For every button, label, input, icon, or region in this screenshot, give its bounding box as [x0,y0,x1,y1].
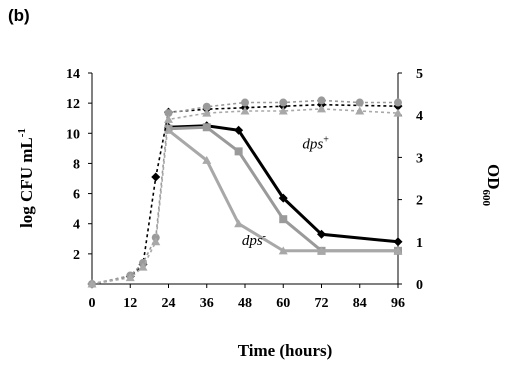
y-axis-left-label-sup: -1 [16,128,28,137]
data-point-triangle [234,219,244,228]
y-right-tick-label: 2 [416,194,423,209]
x-tick-label: 36 [200,296,214,311]
series-line [168,124,399,244]
y-left-tick-label: 8 [73,157,80,172]
data-point-diamond [151,172,161,182]
annotation-dps-minus-text: dps [242,233,263,249]
y-right-tick-label: 5 [416,67,423,82]
y-left-tick-label: 10 [66,127,80,142]
series-line [167,129,398,253]
series-layer [87,96,403,289]
y-left-tick-label: 14 [66,67,80,82]
x-tick-label: 12 [123,296,137,311]
annotation-dps-minus-sup: - [263,231,266,242]
x-tick-label: 84 [353,296,367,311]
data-point-circle [202,102,211,111]
y-right-tick-label: 4 [416,109,423,124]
data-point-square [234,147,243,156]
y-axis-left-label-main: log CFU mL [17,137,36,228]
data-point-triangle [164,114,173,123]
data-point-triangle [393,246,403,255]
data-point-triangle [202,108,212,117]
data-point-triangle [202,155,212,164]
data-point-triangle [138,262,148,271]
panel-label: (b) [8,6,30,25]
x-axis-label: Time (hours) [238,341,333,360]
series-0 [164,121,403,247]
y-left-tick-label: 6 [73,188,80,203]
data-point-circle [394,98,402,107]
data-point-circle [279,98,288,107]
data-point-diamond [317,229,326,239]
x-tick-label: 96 [391,296,405,311]
x-tick-label: 24 [162,296,176,311]
y-axis-right-label: OD600 [480,164,503,207]
data-point-circle [241,98,249,107]
data-point-triangle [125,273,135,282]
series-4 [88,96,402,288]
series-1 [164,123,402,255]
data-point-circle [164,109,173,118]
series-line [91,99,398,285]
y-left-tick-label: 4 [73,218,80,233]
data-point-triangle [87,279,97,288]
y-right-tick-label: 1 [416,236,423,251]
x-tick-label: 48 [238,296,252,311]
x-tick-label: 60 [276,296,290,311]
data-point-diamond [393,237,403,247]
annotation-dps-minus: dps- [242,231,266,249]
y-left-tick-label: 12 [66,97,80,112]
y-right-tick-label: 0 [416,278,423,293]
y-axis-right-label-sub: 600 [480,190,492,207]
data-point-triangle [393,108,403,117]
data-point-triangle [317,104,326,113]
annotation-dps-plus-sup: + [323,134,329,145]
data-point-triangle [317,246,326,255]
data-point-triangle [355,106,365,115]
data-point-square [202,123,211,132]
data-point-diamond [278,193,288,203]
x-tick-label: 0 [89,296,96,311]
y-left-tick-label: 2 [73,248,80,263]
data-point-triangle [240,106,250,115]
data-point-circle [355,98,364,107]
data-point-square [279,215,288,224]
y-right-tick-label: 3 [416,151,423,166]
data-point-triangle [278,246,288,255]
y-axis-left-label: log CFU mL-1 [16,128,36,228]
data-point-diamond [234,125,244,135]
y-axis-right-label-main: OD [484,164,503,190]
data-point-triangle [278,106,288,115]
series-3 [87,100,403,289]
annotation-dps-plus: dps+ [302,134,329,152]
series-2 [164,125,403,255]
series-line [91,108,399,285]
series-5 [87,104,403,288]
data-point-circle [317,96,326,105]
data-point-triangle [164,125,173,134]
series-line [91,103,399,285]
data-point-triangle [151,237,161,246]
series-line [168,125,398,253]
annotation-dps-plus-text: dps [302,136,323,152]
x-tick-label: 72 [315,296,329,311]
